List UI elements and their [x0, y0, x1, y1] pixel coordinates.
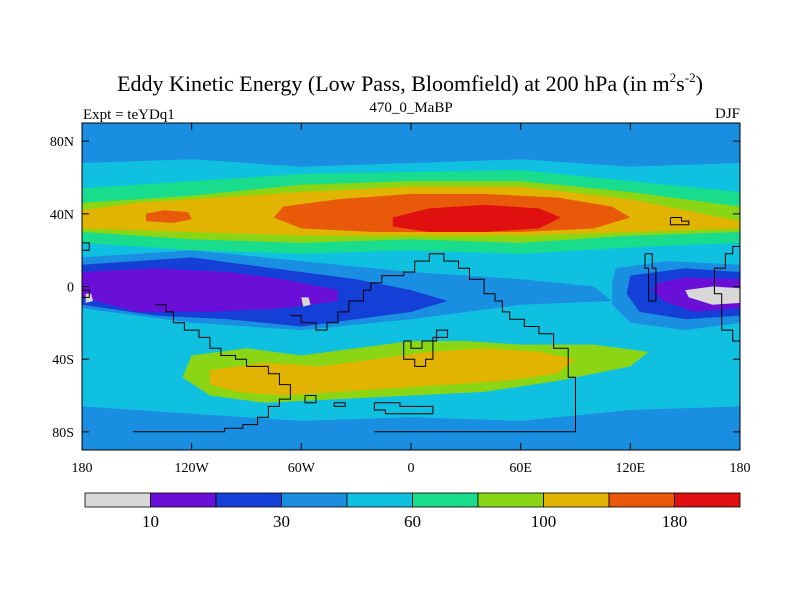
colorbar-swatch-9 — [674, 492, 741, 508]
y-axis: 80N 40N 0 40S 80S — [50, 135, 740, 441]
coastline-5 — [333, 402, 346, 407]
x-tick-label-5: 120E — [616, 461, 646, 476]
coastline-2 — [403, 329, 449, 367]
colorbar: 10 30 60 100 180 — [84, 492, 741, 531]
title-mid: s — [676, 71, 685, 96]
colorbar-label-3: 100 — [531, 512, 557, 531]
contour-region-6 — [392, 204, 561, 232]
colorbar-label-0: 10 — [142, 512, 159, 531]
subtitle-center: 470_0_MaBP — [369, 100, 452, 116]
coastline-9 — [82, 242, 90, 251]
colorbar-swatch-2 — [215, 492, 282, 508]
y-tick-label-0: 80N — [50, 135, 74, 150]
colorbar-swatch-7 — [543, 492, 610, 508]
colorbar-swatch-5 — [412, 492, 479, 508]
colorbar-swatch-6 — [477, 492, 544, 508]
x-tick-label-1: 120W — [175, 461, 210, 476]
coastline-7 — [713, 246, 740, 342]
contour-region-18 — [209, 348, 576, 396]
x-axis: 180 120W 60W 0 60E 120E 180 — [72, 123, 751, 476]
x-tick-label-6: 180 — [730, 461, 751, 476]
coastline-0 — [133, 304, 291, 433]
title-sup-2: -2 — [685, 70, 696, 85]
x-tick-label-2: 60W — [288, 461, 316, 476]
contour-region-0 — [82, 123, 740, 167]
title-main: Eddy Kinetic Energy (Low Pass, Bloomfiel… — [117, 71, 670, 96]
coastline-3 — [373, 402, 434, 415]
y-tick-label-4: 80S — [52, 426, 74, 441]
coastline-8 — [644, 253, 657, 302]
x-tick-label-4: 60E — [509, 461, 532, 476]
subtitle-left: Expt = teYDq1 — [83, 107, 175, 123]
contour-region-16 — [685, 286, 740, 305]
title-sup-1: 2 — [670, 70, 677, 85]
contour-region-10 — [82, 268, 338, 312]
contour-region-7 — [146, 210, 192, 223]
title-close: ) — [696, 71, 703, 96]
contour-region-11 — [85, 293, 93, 303]
chart-title: Eddy Kinetic Energy (Low Pass, Bloomfiel… — [117, 70, 703, 96]
colorbar-swatch-3 — [281, 492, 348, 508]
subtitle-right: DJF — [715, 106, 740, 122]
colorbar-label-4: 180 — [662, 512, 688, 531]
coastline-1 — [290, 253, 576, 433]
map-plot-area — [81, 122, 741, 451]
coastline-4 — [304, 395, 317, 404]
y-tick-label-2: 0 — [67, 281, 74, 296]
coastlines — [82, 217, 740, 433]
contour-region-12 — [301, 297, 311, 307]
coastline-10 — [82, 289, 90, 298]
x-tick-label-0: 180 — [72, 461, 93, 476]
coastline-6 — [670, 217, 690, 226]
colorbar-swatch-0 — [84, 492, 151, 508]
colorbar-label-1: 30 — [273, 512, 290, 531]
y-tick-label-1: 40N — [50, 208, 74, 223]
colorbar-swatch-1 — [150, 492, 217, 508]
x-tick-label-3: 0 — [408, 461, 415, 476]
colorbar-swatch-4 — [346, 492, 413, 508]
colorbar-swatch-8 — [608, 492, 675, 508]
y-tick-label-3: 40S — [52, 353, 74, 368]
colorbar-label-2: 60 — [404, 512, 421, 531]
